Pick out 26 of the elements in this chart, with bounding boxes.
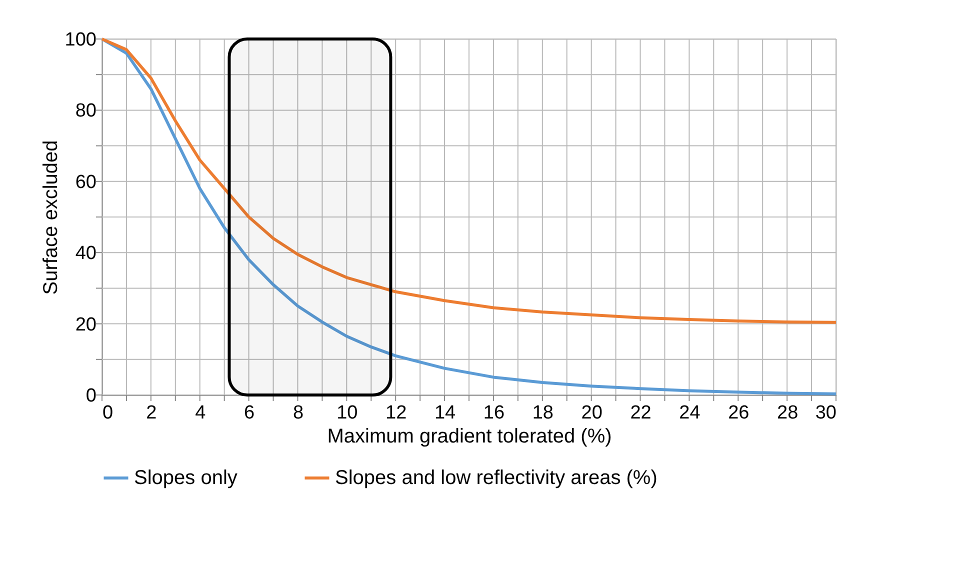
x-tick-label: 10 xyxy=(336,402,358,424)
x-tick-label: 2 xyxy=(146,402,157,424)
y-tick-label: 40 xyxy=(75,243,96,264)
x-tick-label: 16 xyxy=(483,402,505,424)
x-tick-label: 30 xyxy=(815,402,836,424)
x-tick-label: 24 xyxy=(679,402,701,424)
x-tick-label: 0 xyxy=(102,402,114,424)
x-tick-label: 14 xyxy=(434,402,456,424)
x-tick-label: 28 xyxy=(776,402,798,424)
x-tick-label: 22 xyxy=(630,402,652,424)
x-tick-label: 8 xyxy=(292,402,304,424)
x-axis-title: Maximum gradient tolerated (%) xyxy=(327,426,612,448)
y-tick-label: 0 xyxy=(86,386,96,406)
legend-label: Slopes and low reflectivity areas (%) xyxy=(335,467,658,489)
x-tick-label: 18 xyxy=(532,402,554,424)
y-tick-label: 60 xyxy=(75,172,96,193)
y-axis-title: Surface excluded xyxy=(40,140,62,295)
y-tick-label: 80 xyxy=(75,100,96,122)
x-tick-label: 4 xyxy=(195,402,206,424)
y-tick-label: 100 xyxy=(64,30,96,50)
x-tick-label: 12 xyxy=(386,402,407,424)
legend-label: Slopes only xyxy=(134,467,238,489)
x-tick-label: 6 xyxy=(244,402,255,424)
x-tick-label: 26 xyxy=(728,402,750,424)
x-tick-label: 20 xyxy=(581,402,602,424)
y-tick-label: 20 xyxy=(75,314,96,336)
